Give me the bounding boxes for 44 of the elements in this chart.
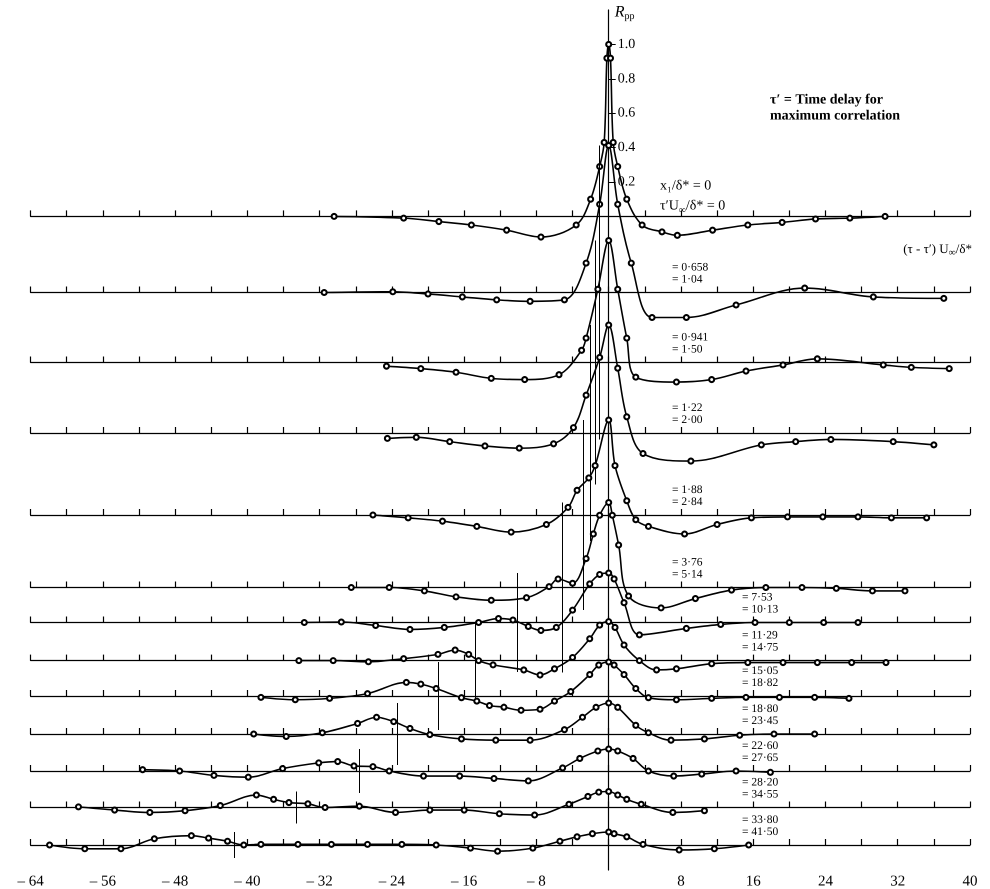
annotation: = 1·88 (672, 484, 703, 496)
y-tick-label: 0.6 (618, 106, 636, 121)
x-tick-label: – 40 (233, 874, 261, 889)
x-axis-title: (τ - τ′) U∞/δ* (903, 241, 972, 258)
annotation: = 18·80 (742, 703, 778, 715)
annotation: = 23·45 (742, 715, 778, 727)
annotation: = 5·14 (672, 568, 703, 580)
annotation: = 14·75 (742, 642, 778, 654)
annotation: = 11·29 (742, 630, 778, 642)
annotation: = 7·53 (742, 592, 773, 604)
annotation: = 28·20 (742, 776, 778, 788)
annotation: τ′ = Time delay for maximum correlation (770, 92, 900, 124)
x-tick-label: 40 (962, 874, 978, 889)
annotation: = 2·84 (672, 496, 703, 508)
annotation: = 33·80 (742, 814, 778, 826)
annotation: = 1·22 (672, 402, 703, 414)
annotation: = 0·941 (672, 332, 708, 344)
x-tick-label: – 8 (526, 874, 546, 889)
x-tick-label: 8 (677, 874, 685, 889)
annotation: x₁/δ* = 0 (660, 178, 712, 194)
annotation: = 1·50 (672, 344, 703, 356)
y-tick-label: 0.4 (618, 140, 636, 156)
annotation: = 27·65 (742, 752, 778, 764)
annotation: = 10·13 (742, 604, 778, 616)
y-tick-label: 0.8 (618, 71, 636, 86)
annotation: = 34·55 (742, 788, 778, 800)
x-tick-label: 24 (818, 874, 834, 889)
x-tick-label: – 24 (378, 874, 406, 889)
annotation: = 3·76 (672, 556, 703, 568)
x-tick-label: 32 (890, 874, 906, 889)
x-tick-label: – 56 (88, 874, 116, 889)
annotation: = 1·04 (672, 274, 703, 286)
annotation: = 18·82 (742, 677, 778, 689)
annotation: = 22·60 (742, 740, 778, 752)
x-tick-label: – 64 (16, 874, 44, 889)
annotation: = 2·00 (672, 414, 703, 426)
x-tick-label: – 48 (161, 874, 188, 889)
x-tick-label: 16 (746, 874, 762, 889)
x-tick-label: – 32 (306, 874, 333, 889)
annotation: = 0·658 (672, 262, 708, 274)
annotation: = 15·05 (742, 665, 778, 677)
annotation: = 41·50 (742, 826, 778, 838)
y-tick-label: 1.0 (618, 36, 636, 52)
x-tick-label: – 16 (450, 874, 478, 889)
